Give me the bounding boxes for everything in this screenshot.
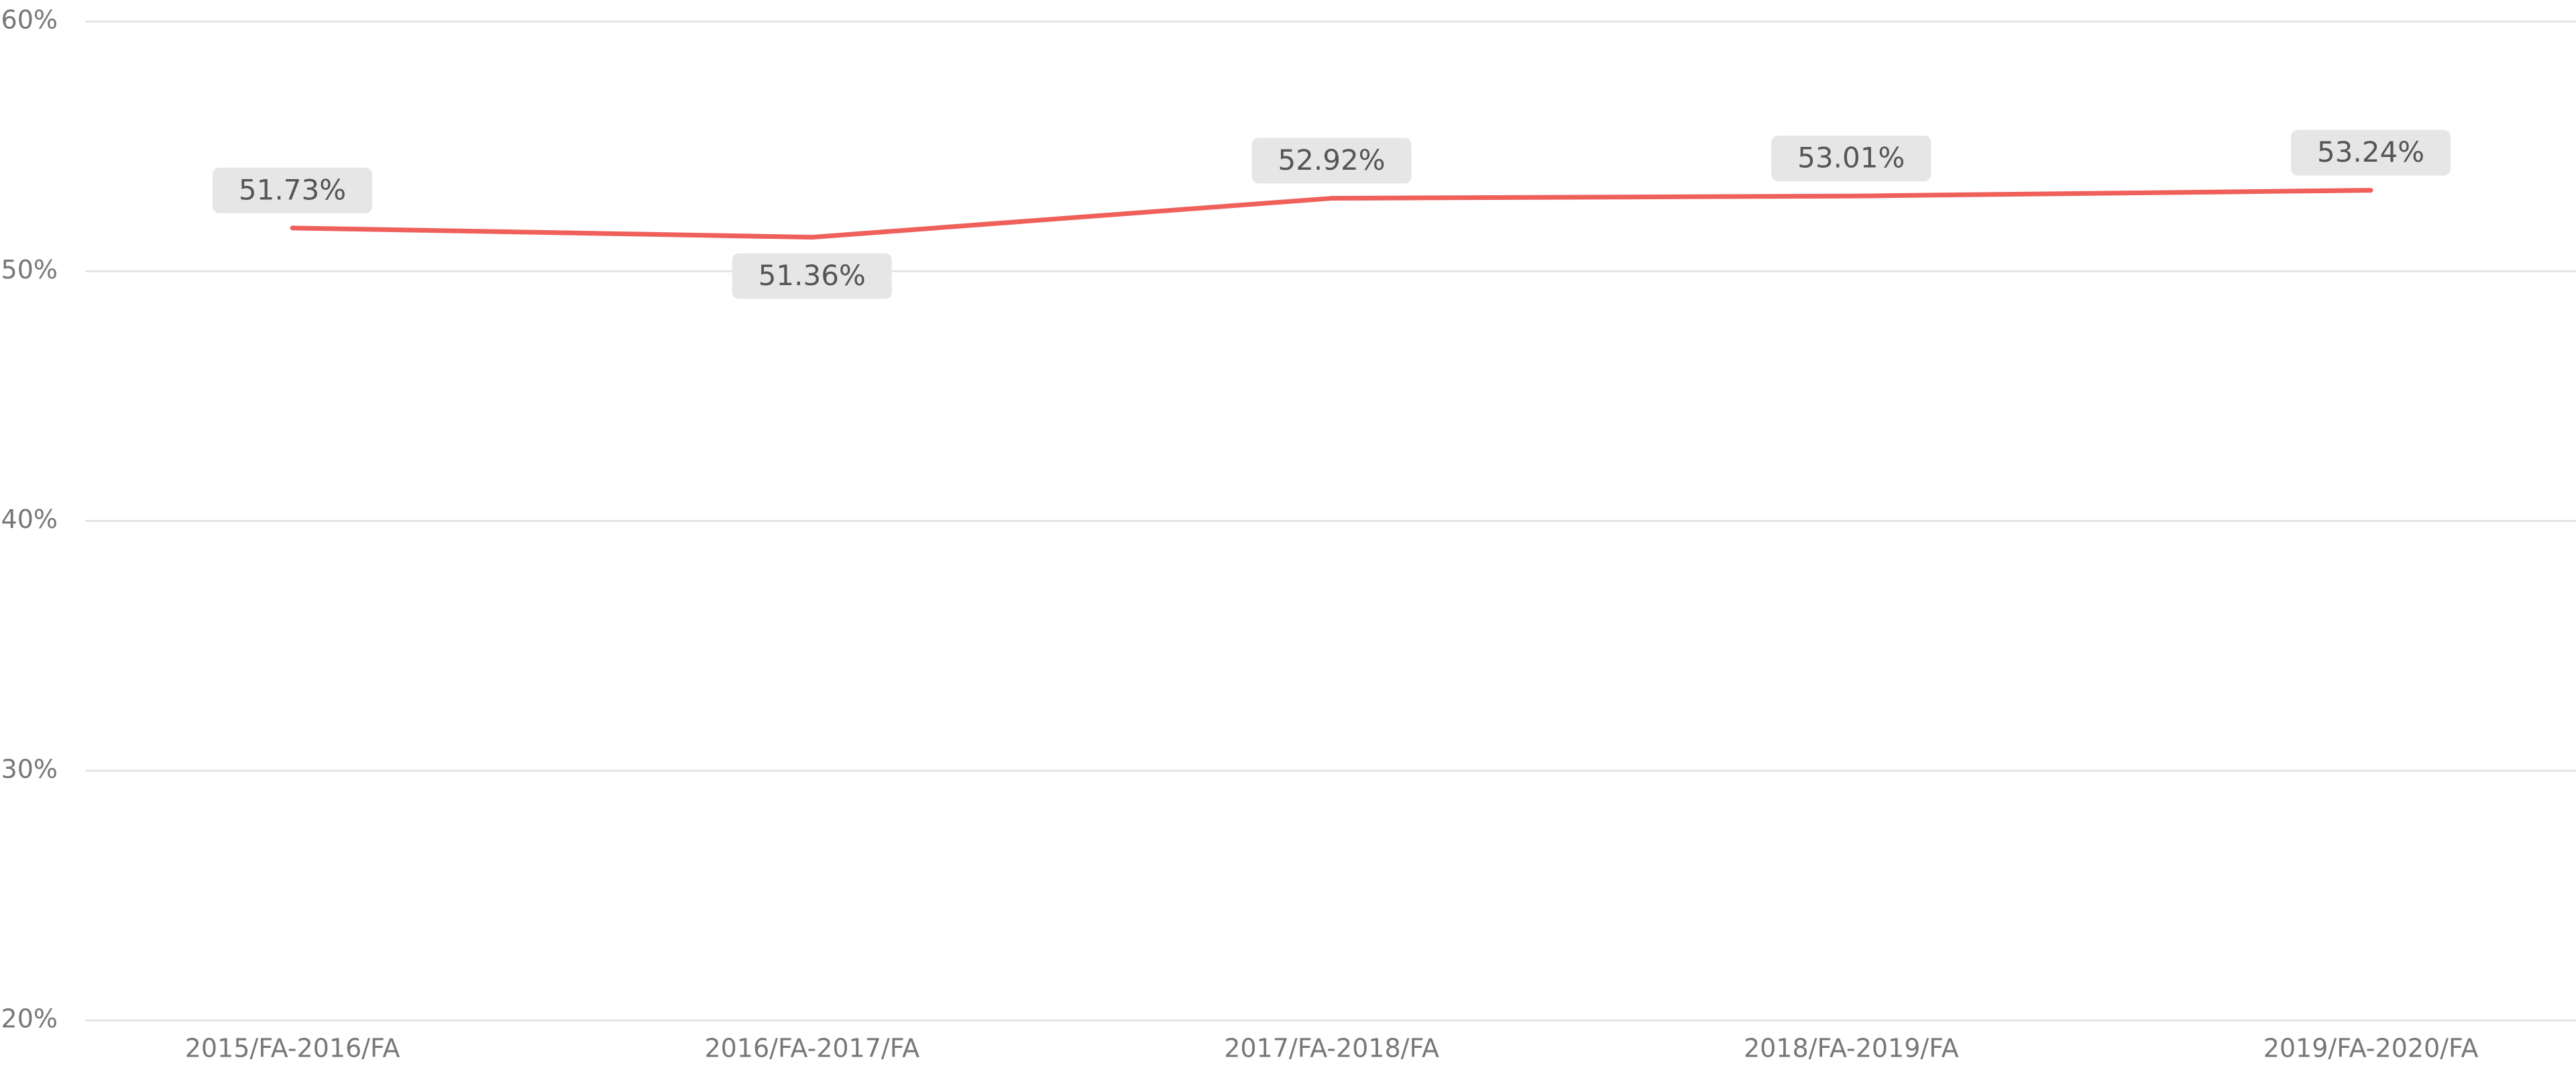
value-label: 53.24% (2317, 136, 2424, 168)
value-label: 52.92% (1278, 144, 1385, 176)
y-tick-label: 50% (1, 255, 58, 284)
x-tick-label: 2016/FA-2017/FA (704, 1034, 919, 1063)
value-label: 51.36% (759, 259, 866, 292)
x-tick-label: 2019/FA-2020/FA (2263, 1034, 2479, 1063)
value-label-box (2291, 129, 2451, 176)
value-label: 53.01% (1797, 142, 1905, 174)
value-label-box (1251, 138, 1412, 184)
x-tick-label: 2018/FA-2019/FA (1744, 1034, 1959, 1063)
x-tick-label: 2015/FA-2016/FA (185, 1034, 400, 1063)
value-label-box (732, 253, 892, 299)
y-tick-label: 30% (1, 754, 58, 784)
value-label-box (1771, 136, 1931, 182)
x-tick-label: 2017/FA-2018/FA (1224, 1034, 1439, 1063)
y-tick-label: 40% (1, 504, 58, 534)
y-tick-label: 60% (1, 5, 58, 35)
value-label-box (213, 167, 372, 213)
line (290, 188, 2373, 240)
y-tick-label: 20% (1, 1004, 58, 1034)
value-label: 51.73% (239, 173, 346, 206)
